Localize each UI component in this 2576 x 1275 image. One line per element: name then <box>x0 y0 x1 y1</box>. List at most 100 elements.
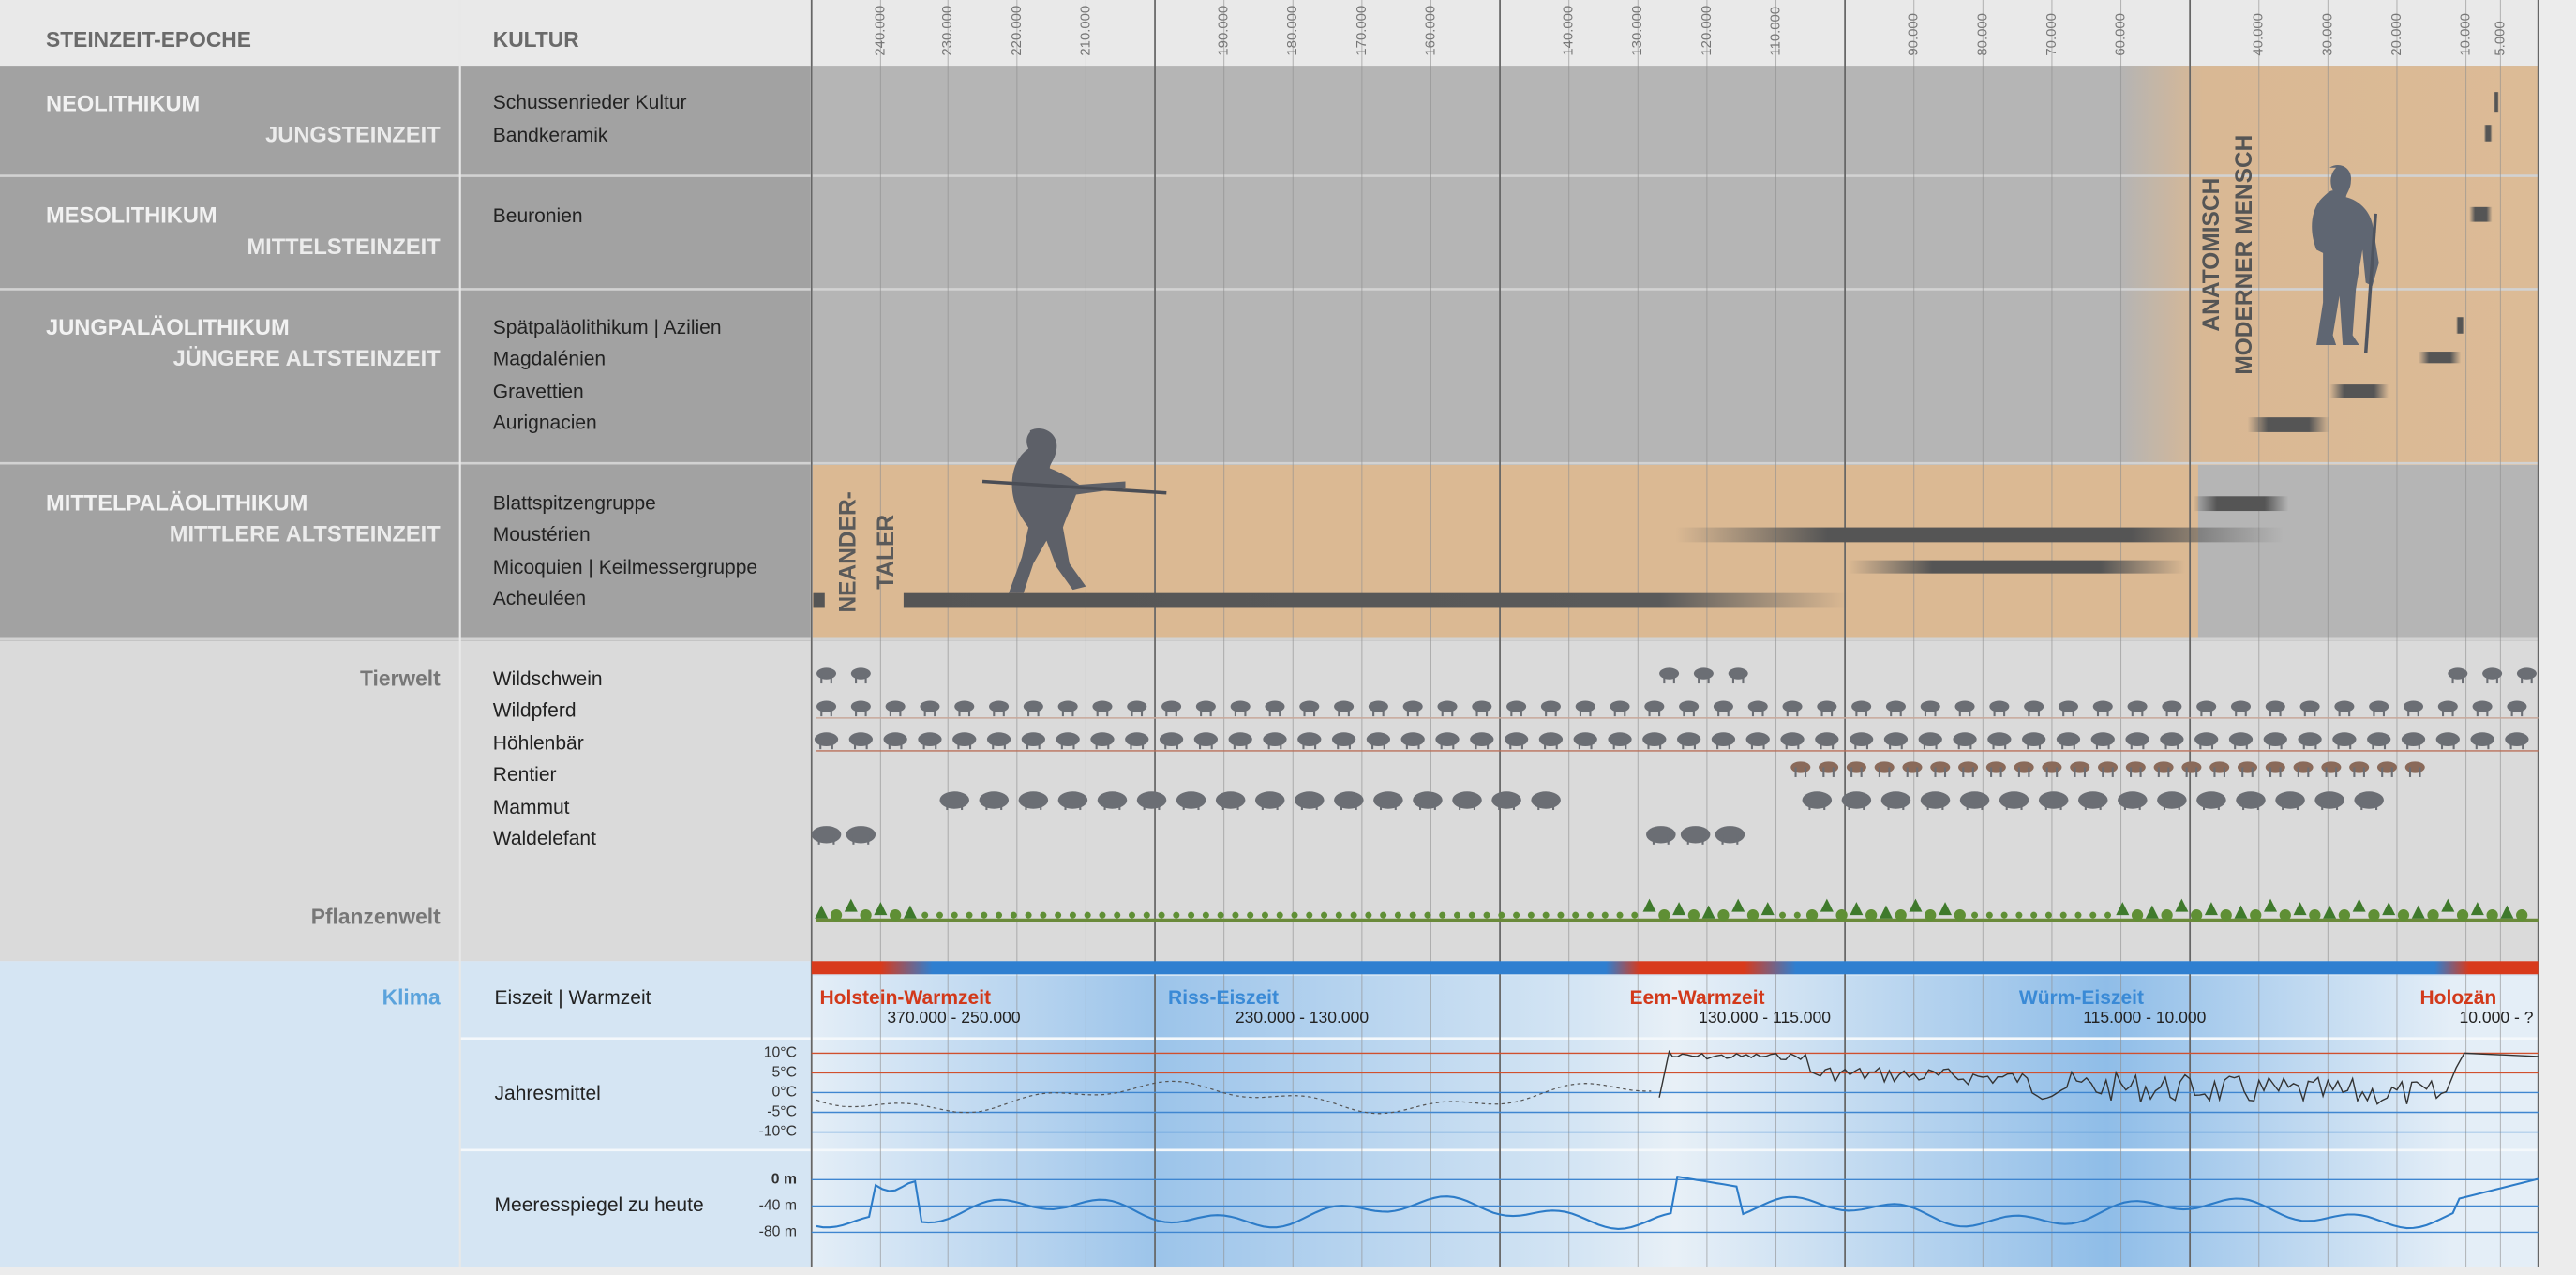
animal-icon <box>2404 761 2425 773</box>
shrub-icon <box>1454 911 1461 919</box>
shrub-icon <box>1350 911 1357 919</box>
culture-bar <box>2418 352 2462 364</box>
shrub-icon <box>1483 911 1490 919</box>
animal-icon <box>2367 732 2391 747</box>
culture-bar <box>2193 496 2289 512</box>
animal-icon <box>1452 791 1482 809</box>
shrub-icon <box>2309 909 2321 922</box>
animal-icon <box>1851 700 1872 712</box>
tree-icon <box>2323 905 2337 919</box>
shrub-icon <box>1498 911 1505 919</box>
epoch-subtitle: JÜNGERE ALTSTEINZEIT <box>173 346 442 371</box>
tree-icon <box>2204 902 2218 916</box>
tree-icon <box>1939 902 1953 916</box>
shrub-icon <box>921 911 929 919</box>
shrub-icon <box>1055 911 1062 919</box>
tree-icon <box>2500 905 2514 919</box>
shrub-icon <box>1542 911 1550 919</box>
shrub-icon <box>951 911 958 919</box>
animal-icon <box>1265 700 1285 712</box>
animal-icon <box>2153 761 2174 773</box>
shrub-icon <box>2338 909 2351 922</box>
tree-icon <box>2470 902 2484 916</box>
epoch-subtitle: MITTLERE ALTSTEINZEIT <box>170 523 441 548</box>
walking-stick <box>2363 213 2377 353</box>
shrub-icon <box>1335 911 1342 919</box>
climate-gradient <box>811 976 2539 1268</box>
animal-icon <box>2299 700 2320 712</box>
animal-icon <box>1263 732 1287 747</box>
culture-bar <box>2329 384 2389 398</box>
time-tick-label: 210.000 <box>1078 6 1093 56</box>
animal-icon <box>1215 791 1246 809</box>
shrub-icon <box>2000 911 2008 919</box>
shrub-icon <box>1616 911 1624 919</box>
shrub-icon <box>2279 909 2291 922</box>
time-tick-label: 40.000 <box>2252 13 2267 56</box>
tree-icon <box>2352 898 2366 912</box>
animal-icon <box>1608 732 1632 747</box>
animal-icon <box>2298 732 2322 747</box>
temperature-curve <box>1658 1049 2539 1105</box>
animal-icon <box>1850 732 1874 747</box>
tree-icon <box>1850 902 1864 916</box>
animal-icon <box>1018 791 1049 809</box>
shrub-icon <box>2191 909 2203 922</box>
animal-icon <box>850 668 871 680</box>
animal-icon <box>1254 791 1285 809</box>
animal-icon <box>1747 700 1768 712</box>
shrub-icon <box>2015 911 2023 919</box>
tree-icon <box>1731 898 1745 912</box>
animal-icon <box>1193 732 1218 747</box>
animal-icon <box>1819 761 1839 773</box>
animal-icon <box>1780 732 1805 747</box>
animal-icon <box>1953 732 1977 747</box>
animal-icon <box>2505 732 2529 747</box>
shrub-icon <box>1793 911 1801 919</box>
epoch-band <box>0 66 812 641</box>
tree-icon <box>1820 898 1834 912</box>
shrub-icon <box>1247 911 1254 919</box>
shrub-icon <box>1572 911 1580 919</box>
shrub-icon <box>1925 909 1937 922</box>
animal-icon <box>1161 700 1182 712</box>
culture-name: Aurignacien <box>493 412 597 434</box>
animal-icon <box>986 732 1011 747</box>
shrub-icon <box>2131 909 2144 922</box>
culture-bar <box>903 592 1849 608</box>
tree-icon <box>2411 905 2425 919</box>
animal-icon <box>1195 700 1216 712</box>
animal-icon <box>979 791 1010 809</box>
animal-icon <box>2263 732 2287 747</box>
animal-icon <box>1176 791 1206 809</box>
shrub-icon <box>1557 911 1565 919</box>
time-tick-label: 80.000 <box>1975 13 1990 56</box>
neanderthal-label: NEANDER- <box>836 491 861 612</box>
sea-level-curve <box>816 1176 2539 1230</box>
shrub-icon <box>1631 911 1639 919</box>
animal-icon <box>1646 826 1676 844</box>
animal-icon <box>1230 700 1251 712</box>
animal-icon <box>1127 700 1147 712</box>
animal-icon <box>2354 791 2384 809</box>
animal-icon <box>883 732 907 747</box>
animal-icon <box>2321 761 2342 773</box>
animal-icon <box>1373 791 1403 809</box>
animal-icon <box>1918 732 1942 747</box>
culture-bar <box>1848 560 2185 574</box>
epoch-name: JUNGPALÄOLITHIKUM <box>46 315 290 340</box>
period-range: 130.000 - 115.000 <box>1699 1008 1831 1027</box>
culture-bar <box>1675 527 2284 543</box>
animal-icon <box>1679 700 1700 712</box>
shrub-icon <box>1658 909 1670 922</box>
shrub-icon <box>1779 911 1787 919</box>
time-tick-label: 20.000 <box>2389 13 2404 56</box>
animal-icon <box>2098 761 2119 773</box>
shrub-icon <box>1143 911 1150 919</box>
animal-icon <box>1540 700 1561 712</box>
animal-icon <box>2275 791 2305 809</box>
animal-icon <box>2194 732 2219 747</box>
animal-icon <box>2507 700 2527 712</box>
animal-icon <box>1880 791 1911 809</box>
animal-icon <box>1402 700 1423 712</box>
